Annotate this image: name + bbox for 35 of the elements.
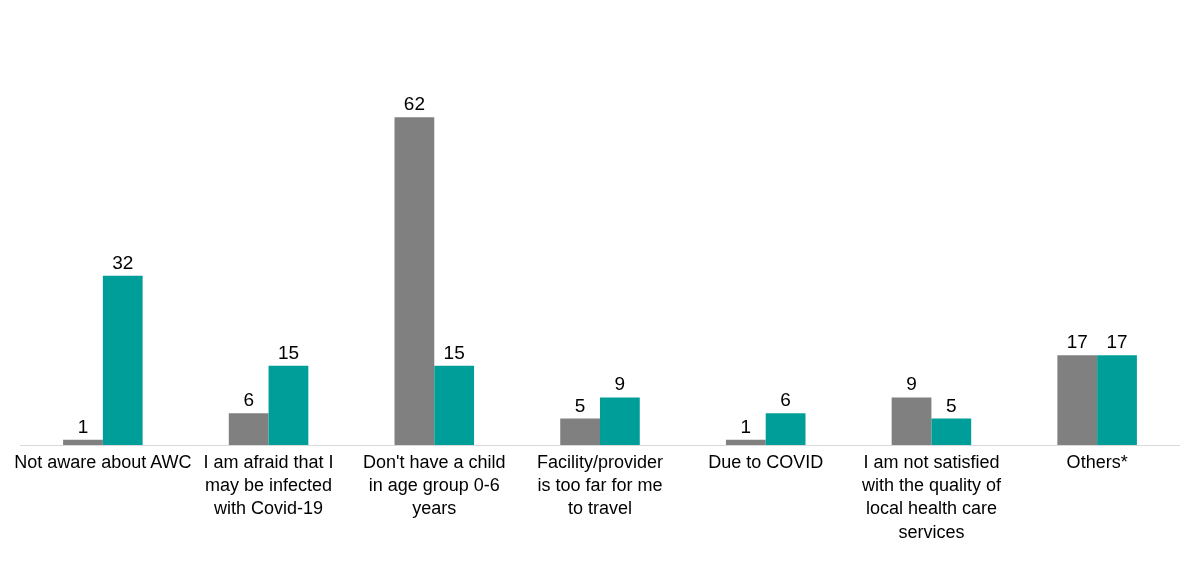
x-tick-label: Don't have a child in age group 0-6 years	[363, 451, 506, 519]
bar	[600, 397, 640, 445]
data-label: 9	[614, 373, 626, 395]
x-tick-label: I am not satisfied with the quality of local health care services	[860, 451, 1002, 542]
bar	[394, 117, 435, 445]
data-label: 1	[77, 415, 89, 437]
bar	[1097, 355, 1137, 445]
data-label: 6	[780, 389, 791, 411]
data-label: 1	[740, 415, 752, 437]
data-label: 15	[277, 341, 300, 363]
bar	[63, 439, 103, 445]
bar	[268, 365, 309, 445]
bar	[228, 413, 269, 445]
data-label: 15	[443, 341, 465, 363]
x-tick-label: Not aware about AWC	[14, 451, 192, 472]
data-label: 9	[906, 373, 917, 395]
data-label: 6	[243, 389, 254, 411]
bar	[434, 365, 475, 445]
bar	[1057, 355, 1098, 445]
bar	[102, 275, 143, 445]
data-label: 32	[112, 251, 134, 273]
bar	[931, 418, 972, 445]
bar	[891, 397, 932, 445]
x-tick-label: I am afraid that I may be infected with Covid-19	[203, 451, 334, 519]
bar	[725, 439, 766, 445]
data-label: 17	[1066, 331, 1088, 353]
x-tick-label: Others*	[1066, 451, 1128, 472]
data-label: 5	[574, 394, 586, 416]
bar	[765, 413, 806, 445]
bar	[560, 418, 600, 445]
data-label: 17	[1106, 331, 1128, 353]
x-tick-label: Due to COVID	[708, 451, 824, 472]
data-label: 62	[403, 93, 425, 115]
data-label: 5	[946, 394, 957, 416]
x-tick-label: Facility/provider is too far for me to travel	[536, 451, 664, 519]
